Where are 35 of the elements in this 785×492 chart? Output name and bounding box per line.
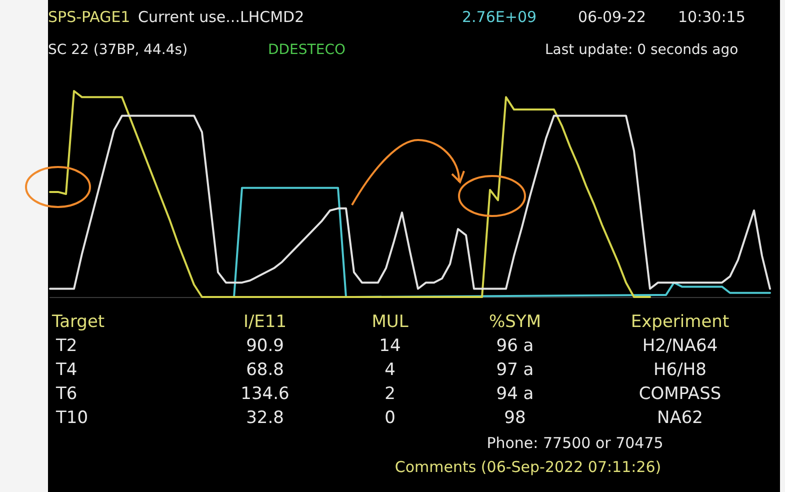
text: T6 xyxy=(56,384,78,404)
text: 97 a xyxy=(496,360,534,380)
text: H6/H8 xyxy=(654,360,706,380)
text: 90.9 xyxy=(246,336,284,356)
text: %SYM xyxy=(489,312,541,332)
text: Phone: 77500 or 70475 xyxy=(486,434,664,452)
text: 2.76E+09 xyxy=(462,8,537,26)
text: 68.8 xyxy=(246,360,284,380)
text: 94 a xyxy=(496,384,534,404)
text: NA62 xyxy=(657,408,703,428)
text: Comments (06-Sep-2022 07:11:26) xyxy=(394,458,662,476)
text: 96 a xyxy=(496,336,534,356)
text: 134.6 xyxy=(240,384,290,404)
text: 4 xyxy=(384,360,396,380)
text: 98 xyxy=(504,408,526,428)
text: I/E11 xyxy=(243,312,287,332)
text: 06-09-22 xyxy=(578,8,646,26)
text: 0 xyxy=(384,408,396,428)
text: MUL xyxy=(372,312,408,332)
text: SPS-PAGE1 xyxy=(48,8,130,26)
text: T2 xyxy=(56,336,78,356)
text: 10:30:15 xyxy=(678,8,746,26)
text: T10 xyxy=(56,408,88,428)
text: Target xyxy=(52,312,105,332)
text: 2 xyxy=(384,384,396,404)
text: Current use...LHCMD2 xyxy=(138,8,304,26)
text: T4 xyxy=(56,360,78,380)
text: Last update: 0 seconds ago xyxy=(545,42,738,58)
text: COMPASS xyxy=(638,384,722,404)
text: DDESTECO xyxy=(268,42,346,58)
text: 14 xyxy=(379,336,401,356)
text: H2/NA64 xyxy=(642,336,718,356)
text: Experiment xyxy=(630,312,730,332)
text: SC 22 (37BP, 44.4s) xyxy=(48,42,188,58)
text: 32.8 xyxy=(246,408,284,428)
